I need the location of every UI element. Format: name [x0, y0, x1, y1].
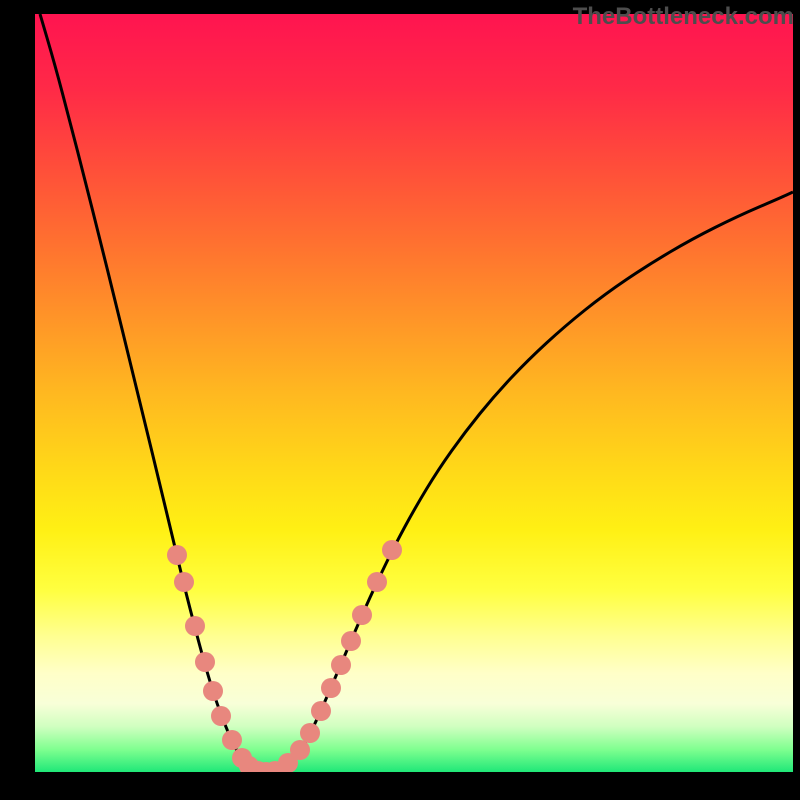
- curve-marker: [367, 572, 387, 592]
- curve-marker: [341, 631, 361, 651]
- curve-marker: [222, 730, 242, 750]
- curve-marker: [211, 706, 231, 726]
- curve-marker: [300, 723, 320, 743]
- curve-marker: [167, 545, 187, 565]
- curve-marker: [321, 678, 341, 698]
- watermark-text: TheBottleneck.com: [573, 3, 794, 31]
- curve-marker: [382, 540, 402, 560]
- curve-marker: [185, 616, 205, 636]
- curve-marker: [195, 652, 215, 672]
- curve-marker: [174, 572, 194, 592]
- curve-marker: [203, 681, 223, 701]
- chart-svg: [35, 14, 793, 772]
- gradient-background: [35, 14, 793, 772]
- curve-marker: [311, 701, 331, 721]
- curve-marker: [331, 655, 351, 675]
- curve-marker: [290, 740, 310, 760]
- plot-area: [35, 14, 793, 772]
- chart-container: TheBottleneck.com: [0, 0, 800, 800]
- curve-marker: [352, 605, 372, 625]
